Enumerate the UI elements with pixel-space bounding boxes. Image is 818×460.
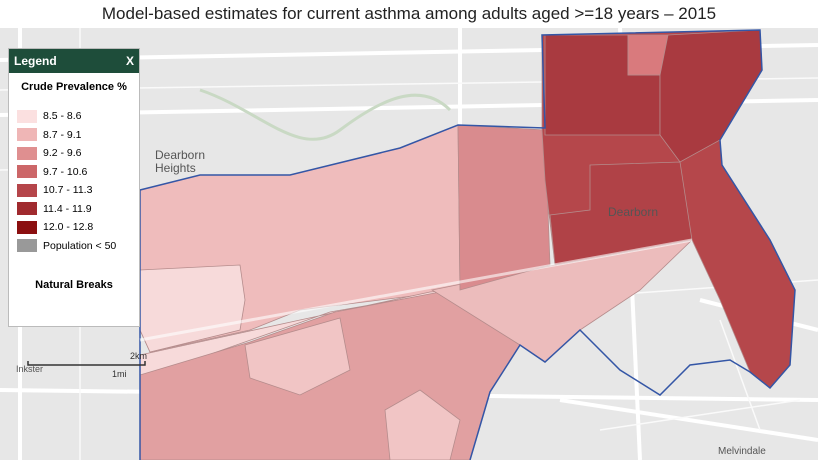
place-label: Dearborn Heights: [155, 148, 205, 175]
legend-swatch: [17, 183, 37, 197]
place-label: Inkster: [16, 364, 43, 374]
legend-label: 9.2 - 9.6: [43, 147, 82, 160]
legend-swatch: [17, 146, 37, 160]
legend-item: 12.0 - 12.8: [9, 218, 139, 237]
legend-label: 8.5 - 8.6: [43, 110, 82, 123]
legend-header: Legend X: [9, 49, 139, 73]
legend-items: 8.5 - 8.6 8.7 - 9.1 9.2 - 9.6 9.7 - 10.6 10.…: [9, 107, 139, 255]
legend: Legend X Crude Prevalence % 8.5 - 8.6 8.7…: [8, 48, 140, 327]
legend-item: 9.7 - 10.6: [9, 163, 139, 182]
legend-item: 8.5 - 8.6: [9, 107, 139, 126]
legend-close[interactable]: X: [125, 54, 134, 68]
legend-swatch: [17, 202, 37, 216]
legend-swatch: [17, 165, 37, 179]
legend-label: 8.7 - 9.1: [43, 128, 82, 141]
legend-title: Legend: [14, 54, 57, 68]
legend-footer: Natural Breaks: [35, 279, 113, 291]
legend-swatch: [17, 220, 37, 234]
legend-label: 10.7 - 11.3: [43, 184, 93, 197]
legend-swatch: [17, 239, 37, 253]
place-label: Melvindale: [718, 446, 766, 457]
legend-label: 11.4 - 11.9: [43, 202, 92, 215]
legend-subtitle: Crude Prevalence %: [21, 81, 127, 93]
legend-swatch: [17, 128, 37, 142]
legend-item: 9.2 - 9.6: [9, 144, 139, 163]
legend-item: Population < 50: [9, 237, 139, 256]
map[interactable]: Dearborn Heights Dearborn Inkster Melvind…: [0, 28, 818, 460]
scale-km: 2km: [130, 351, 147, 361]
legend-swatch: [17, 109, 37, 123]
legend-label: 12.0 - 12.8: [43, 221, 94, 234]
legend-item: 11.4 - 11.9: [9, 200, 139, 219]
scale-mi: 1mi: [112, 369, 127, 379]
map-title: Model-based estimates for current asthma…: [0, 2, 818, 28]
legend-item: 10.7 - 11.3: [9, 181, 139, 200]
place-label: Dearborn: [608, 205, 658, 219]
legend-item: 8.7 - 9.1: [9, 126, 139, 145]
legend-label: Population < 50: [43, 239, 117, 252]
legend-label: 9.7 - 10.6: [43, 165, 88, 178]
